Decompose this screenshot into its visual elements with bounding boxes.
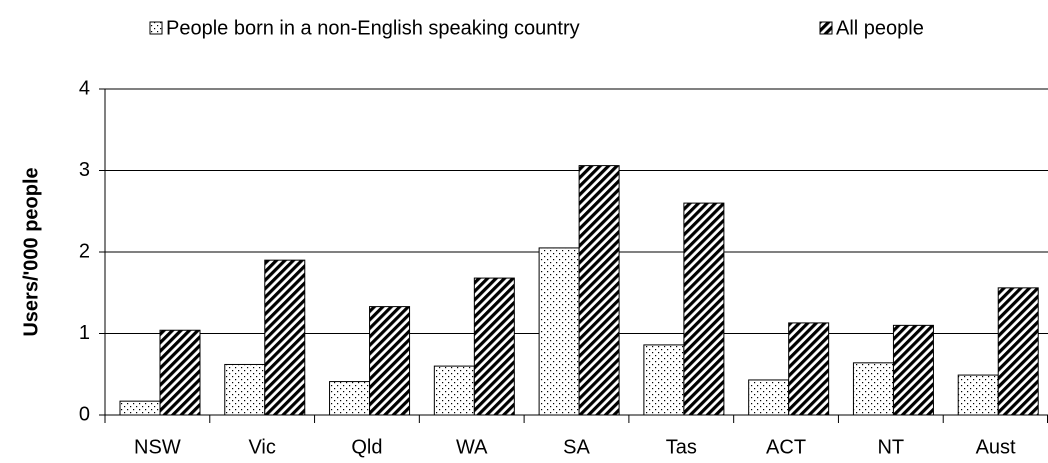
- bar: [119, 400, 161, 416]
- bar: [643, 344, 685, 416]
- bar: [788, 322, 830, 416]
- y-axis-label: Users/'000 people: [20, 167, 42, 336]
- legend-swatch: [819, 21, 833, 35]
- legend-label: People born in a non-English speaking co…: [166, 17, 580, 39]
- bar: [538, 247, 580, 416]
- bar: [473, 277, 515, 416]
- x-tick-label: Tas: [666, 436, 697, 458]
- bar: [683, 202, 725, 416]
- x-tick-label: SA: [563, 436, 590, 458]
- y-tick-label: 3: [79, 159, 90, 181]
- bar: [264, 259, 306, 416]
- x-tick-label: WA: [456, 436, 488, 458]
- bar: [369, 306, 411, 416]
- bar: [957, 374, 999, 416]
- legend-label: All people: [836, 17, 924, 39]
- bar: [852, 362, 894, 416]
- bar: [578, 165, 620, 416]
- y-tick-label: 1: [79, 322, 90, 344]
- x-tick-label: Vic: [248, 436, 275, 458]
- x-tick-label: Qld: [351, 436, 382, 458]
- x-tick-label: ACT: [766, 436, 806, 458]
- x-tick-label: NT: [877, 436, 904, 458]
- legend-swatch: [149, 21, 163, 35]
- bar: [892, 324, 934, 416]
- bar: [224, 363, 266, 416]
- bar: [433, 365, 475, 416]
- y-tick-label: 2: [79, 240, 90, 262]
- bar: [748, 379, 790, 416]
- bar: [997, 287, 1039, 416]
- x-tick-label: NSW: [134, 436, 181, 458]
- y-tick-label: 0: [79, 403, 90, 425]
- bar: [159, 329, 201, 416]
- y-tick-label: 4: [79, 77, 90, 99]
- bar: [329, 381, 371, 416]
- x-tick-label: Aust: [976, 436, 1016, 458]
